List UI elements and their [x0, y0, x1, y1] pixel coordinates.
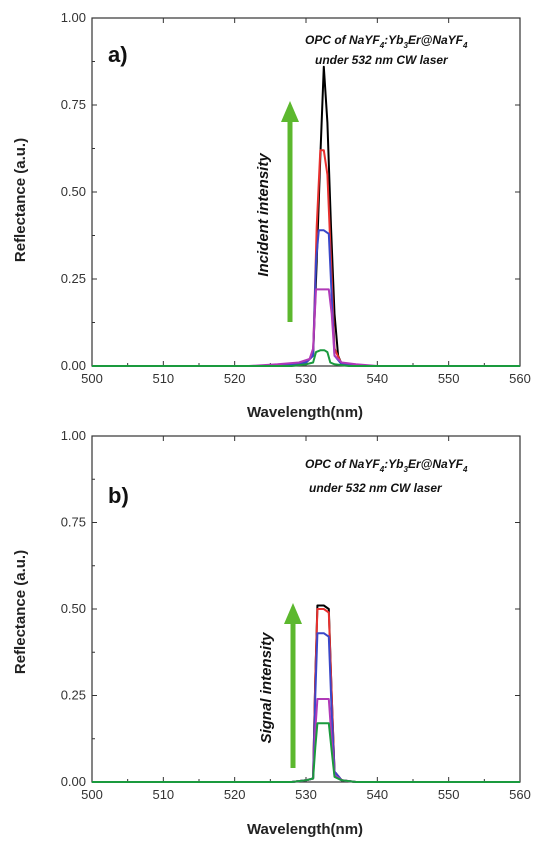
panel-a: Reflectance (a.u.) Wavelength(nm) a) 500… [12, 10, 531, 421]
panel-b-intensity-arrow-head [284, 603, 302, 624]
panel-b-xlabel: Wavelength(nm) [247, 821, 363, 838]
panel-a-series-green [92, 349, 520, 367]
panel-a-xlabel: Wavelength(nm) [247, 404, 363, 421]
panel-b-ylabel: Reflectance (a.u.) [12, 550, 29, 674]
panel-a-series-magenta [92, 288, 520, 367]
panel-a-x-tick-label: 510 [152, 371, 174, 386]
panel-b-frame [91, 435, 521, 783]
panel-a-plot-area: 500 510 520 530 540 550 560 0.00 0.25 0.50 0.75 1.0… [61, 10, 531, 386]
panel-b-x-tick-label: 550 [438, 787, 460, 802]
panel-b-x-tick-label: 500 [81, 787, 103, 802]
panel-a-x-tick-label: 520 [224, 371, 246, 386]
panel-a-annotation-line1: OPC of NaYF4:Yb3Er@NaYF4 [305, 33, 468, 50]
panel-b-series-black [92, 604, 520, 783]
panel-b-x-tick-label: 520 [224, 787, 246, 802]
panel-b-y-tick-label: 0.75 [61, 515, 86, 530]
panel-a-y-tick-label: 1.00 [61, 10, 86, 25]
panel-a-intensity-arrow-head [281, 101, 299, 122]
panel-b-annotation-line1: OPC of NaYF4:Yb3Er@NaYF4 [305, 457, 468, 474]
panel-b-x-tick-label: 540 [366, 787, 388, 802]
panel-b-y-tick-label: 0.25 [61, 688, 86, 703]
panel-a-label: a) [108, 42, 128, 67]
panel-a-arrow-label: Incident intensity [255, 153, 272, 277]
panel-a-x-tick-label: 530 [295, 371, 317, 386]
panel-b: Reflectance (a.u.) Wavelength(nm) b) 500… [12, 428, 531, 838]
panel-a-series-blue [92, 229, 520, 367]
panel-a-y-tick-label: 0.25 [61, 271, 86, 286]
panel-b-y-tick-label: 0.00 [61, 774, 86, 789]
panel-b-plot-area: 500 510 520 530 540 550 560 0.00 0.25 0.50 0.75 1.0… [61, 428, 531, 802]
panel-a-frame [91, 17, 521, 367]
panel-a-x-tick-label: 560 [509, 371, 531, 386]
panel-b-series-blue [92, 632, 520, 783]
panel-b-series-magenta [92, 698, 520, 783]
panel-b-y-tick-label: 0.50 [61, 601, 86, 616]
panel-a-x-tick-label: 550 [438, 371, 460, 386]
panel-a-annotation-line2: under 532 nm CW laser [315, 53, 449, 67]
panel-a-y-tick-label: 0.75 [61, 97, 86, 112]
panel-b-x-tick-label: 510 [152, 787, 174, 802]
panel-b-x-tick-label: 530 [295, 787, 317, 802]
panel-a-x-tick-label: 540 [366, 371, 388, 386]
panel-b-annotation-line2: under 532 nm CW laser [309, 481, 443, 495]
panel-a-series-black [92, 65, 520, 367]
panel-b-series-green [92, 722, 520, 783]
panel-a-x-tick-label: 500 [81, 371, 103, 386]
panel-a-series-red [92, 149, 520, 367]
panel-b-series-red [92, 608, 520, 783]
panel-b-arrow-label: Signal intensity [258, 632, 275, 744]
panel-b-label: b) [108, 483, 129, 508]
panel-b-y-tick-label: 1.00 [61, 428, 86, 443]
panel-a-y-tick-label: 0.00 [61, 358, 86, 373]
panel-a-y-tick-label: 0.50 [61, 184, 86, 199]
panel-b-x-tick-label: 560 [509, 787, 531, 802]
panel-a-ylabel: Reflectance (a.u.) [12, 138, 29, 262]
